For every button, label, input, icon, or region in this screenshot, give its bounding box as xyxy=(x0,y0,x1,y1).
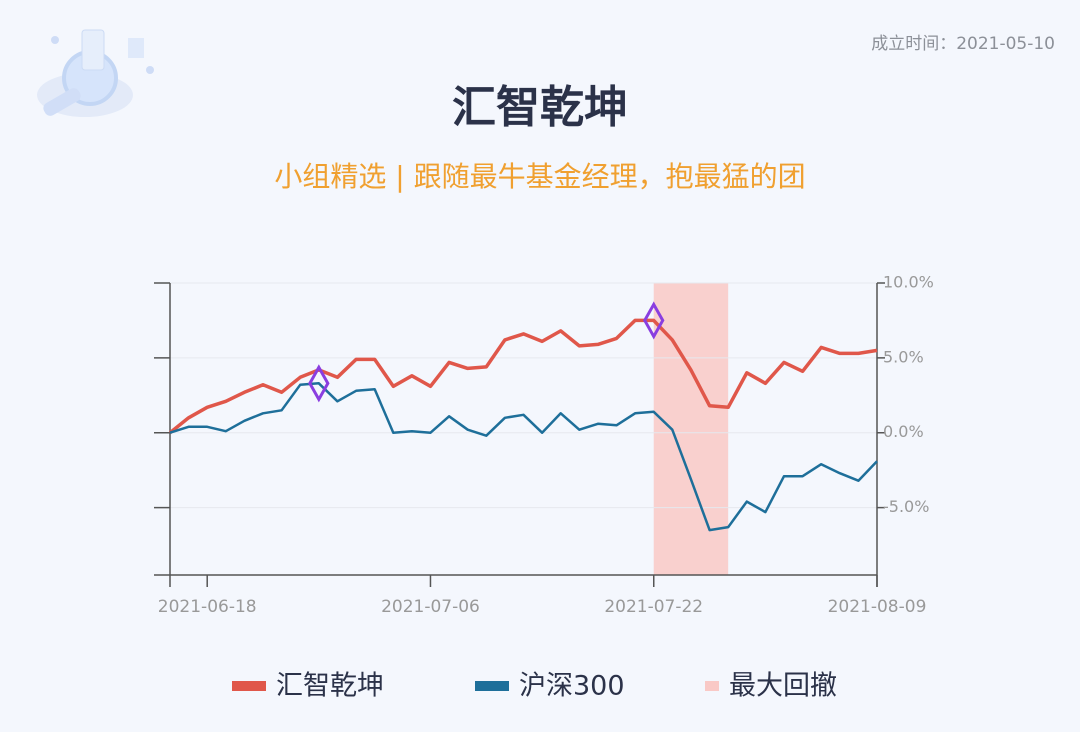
decor-icon xyxy=(37,29,154,117)
peak-marker xyxy=(643,301,665,340)
x-tick-label: 2021-07-22 xyxy=(604,597,703,617)
legend-swatch xyxy=(475,681,509,691)
founded-date: 成立时间：2021-05-10 xyxy=(871,34,1055,54)
chart-subtitle: 小组精选 | 跟随最牛基金经理，抱最猛的团 xyxy=(274,160,805,193)
x-tick-label: 2021-08-09 xyxy=(828,597,927,617)
x-tick-label: 2021-06-18 xyxy=(158,597,257,617)
series-line xyxy=(169,382,878,532)
y2-tick-label: -5.0% xyxy=(883,497,929,516)
y2-tick-label: 10.0% xyxy=(883,273,934,292)
drawdown-band xyxy=(653,283,729,575)
y2-tick-label: 5.0% xyxy=(883,347,924,366)
peak-marker xyxy=(308,364,330,403)
legend-label: 最大回撤 xyxy=(729,671,837,702)
series-line xyxy=(168,318,878,435)
x-tick-label: 2021-07-06 xyxy=(381,597,480,617)
legend-swatch xyxy=(705,681,719,691)
y2-tick-label: 0.0% xyxy=(883,422,924,441)
legend-label: 沪深300 xyxy=(519,671,625,702)
legend-swatch xyxy=(232,681,266,691)
chart-title: 汇智乾坤 xyxy=(452,82,628,133)
legend-label: 汇智乾坤 xyxy=(276,671,384,702)
